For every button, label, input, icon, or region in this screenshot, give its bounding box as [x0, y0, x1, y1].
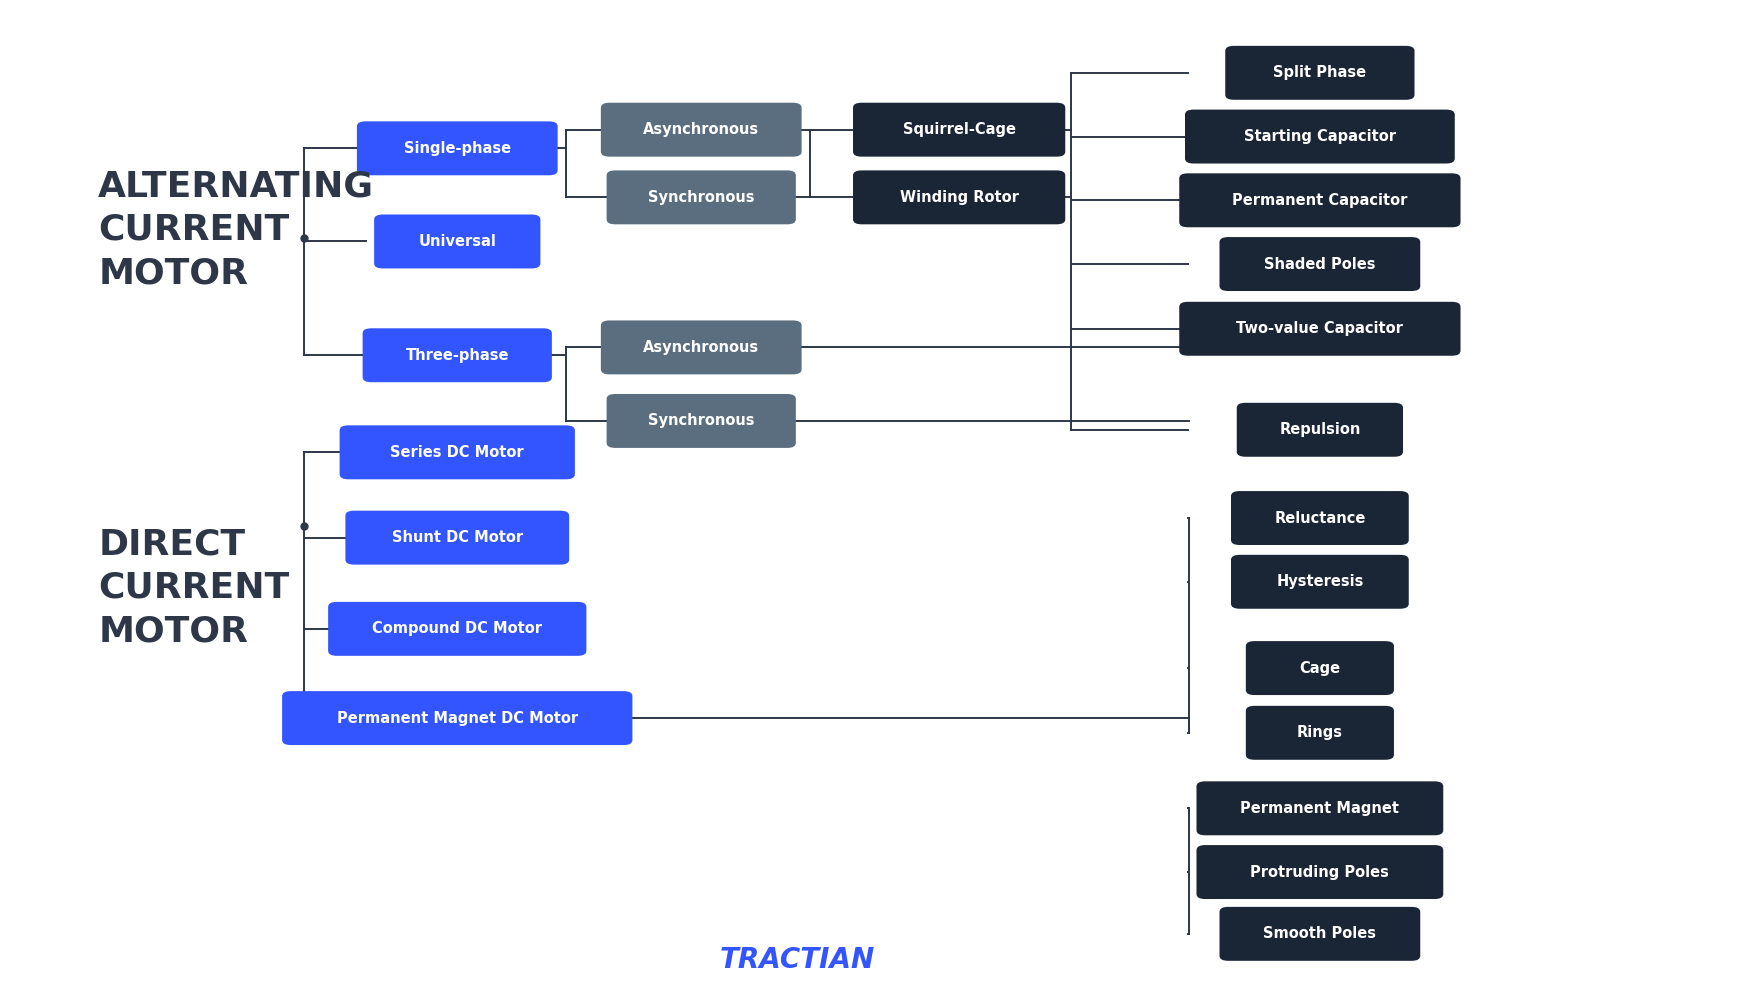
Text: Cage: Cage — [1299, 661, 1341, 675]
Text: Permanent Magnet DC Motor: Permanent Magnet DC Motor — [336, 710, 578, 726]
FancyBboxPatch shape — [606, 170, 797, 225]
FancyBboxPatch shape — [1196, 781, 1443, 836]
FancyBboxPatch shape — [601, 103, 802, 156]
FancyBboxPatch shape — [282, 691, 632, 745]
Text: Three-phase: Three-phase — [406, 348, 510, 363]
FancyBboxPatch shape — [1245, 641, 1394, 695]
FancyBboxPatch shape — [357, 122, 557, 175]
Text: Rings: Rings — [1297, 725, 1343, 741]
Text: Permanent Capacitor: Permanent Capacitor — [1233, 193, 1408, 208]
FancyBboxPatch shape — [1231, 492, 1410, 545]
FancyBboxPatch shape — [1226, 45, 1415, 100]
Text: Single-phase: Single-phase — [404, 140, 511, 156]
Text: Shunt DC Motor: Shunt DC Motor — [392, 530, 524, 545]
Text: Protruding Poles: Protruding Poles — [1250, 864, 1389, 879]
Text: Synchronous: Synchronous — [648, 413, 755, 428]
Text: Split Phase: Split Phase — [1273, 65, 1366, 80]
Text: Two-value Capacitor: Two-value Capacitor — [1236, 321, 1403, 336]
FancyBboxPatch shape — [853, 170, 1065, 225]
FancyBboxPatch shape — [327, 602, 587, 656]
Text: Squirrel-Cage: Squirrel-Cage — [904, 123, 1016, 137]
Text: Reluctance: Reluctance — [1275, 510, 1366, 525]
Text: Asynchronous: Asynchronous — [643, 123, 760, 137]
FancyBboxPatch shape — [1231, 555, 1410, 609]
FancyBboxPatch shape — [362, 328, 552, 382]
FancyBboxPatch shape — [1219, 237, 1420, 291]
FancyBboxPatch shape — [345, 510, 569, 565]
FancyBboxPatch shape — [853, 103, 1065, 156]
Text: Winding Rotor: Winding Rotor — [900, 190, 1019, 205]
FancyBboxPatch shape — [601, 320, 802, 375]
FancyBboxPatch shape — [1178, 302, 1460, 356]
FancyBboxPatch shape — [1245, 706, 1394, 760]
Text: Smooth Poles: Smooth Poles — [1264, 927, 1376, 942]
Text: Repulsion: Repulsion — [1280, 422, 1361, 437]
Text: Starting Capacitor: Starting Capacitor — [1243, 129, 1396, 144]
Text: DIRECT
CURRENT
MOTOR: DIRECT CURRENT MOTOR — [98, 527, 289, 648]
Text: Asynchronous: Asynchronous — [643, 340, 760, 355]
FancyBboxPatch shape — [375, 215, 541, 268]
Text: Series DC Motor: Series DC Motor — [390, 445, 524, 460]
FancyBboxPatch shape — [606, 394, 797, 448]
Text: TRACTIAN: TRACTIAN — [720, 946, 876, 974]
Text: Synchronous: Synchronous — [648, 190, 755, 205]
Text: Hysteresis: Hysteresis — [1276, 575, 1364, 589]
FancyBboxPatch shape — [1178, 173, 1460, 227]
Text: Compound DC Motor: Compound DC Motor — [373, 621, 543, 636]
Text: Universal: Universal — [418, 234, 496, 249]
FancyBboxPatch shape — [1219, 907, 1420, 960]
FancyBboxPatch shape — [1196, 845, 1443, 899]
FancyBboxPatch shape — [1236, 403, 1403, 457]
Text: Shaded Poles: Shaded Poles — [1264, 256, 1376, 272]
FancyBboxPatch shape — [340, 425, 574, 480]
Text: ALTERNATING
CURRENT
MOTOR: ALTERNATING CURRENT MOTOR — [98, 169, 375, 290]
Text: Permanent Magnet: Permanent Magnet — [1240, 801, 1399, 816]
FancyBboxPatch shape — [1185, 110, 1455, 163]
